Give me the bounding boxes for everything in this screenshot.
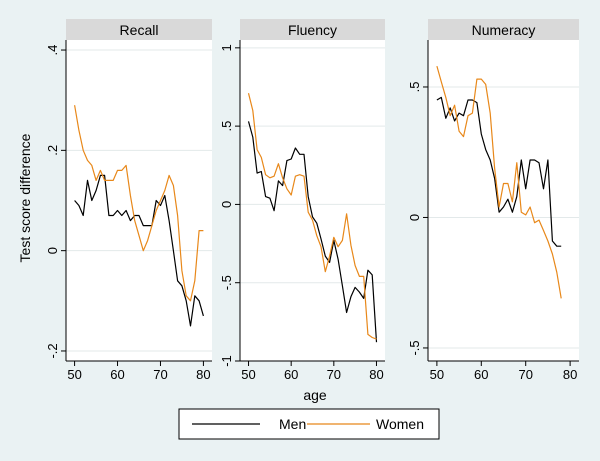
- panel-header-numeracy: [428, 19, 579, 40]
- legend: Men Women: [178, 408, 440, 440]
- x-tick-label: 70: [153, 367, 167, 382]
- panel-recall: Recall -.2 0 .2 .4 50 60 70 80: [45, 19, 212, 382]
- plot-area-numeracy: [428, 40, 579, 361]
- panel-title: Recall: [120, 22, 159, 38]
- panel-numeracy: Numeracy -.5 0 .5 50 60 70 80: [407, 19, 579, 382]
- x-tick-label: 80: [196, 367, 210, 382]
- y-tick-label: 0: [407, 214, 422, 221]
- x-tick-label: 50: [430, 367, 444, 382]
- x-tick-label: 60: [474, 367, 488, 382]
- y-tick-label: 0: [45, 247, 60, 254]
- x-tick-label: 70: [327, 367, 341, 382]
- panel-header-fluency: [240, 19, 385, 40]
- y-axis-title: Test score difference: [17, 133, 33, 262]
- x-tick-label: 60: [284, 367, 298, 382]
- plot-area-recall: [66, 40, 212, 361]
- panel-fluency: Fluency -1 -.5 0 .5 1 50 60 70 80: [219, 19, 385, 382]
- y-tick-label: .5: [219, 121, 234, 132]
- panel-title: Fluency: [288, 22, 337, 38]
- x-tick-label: 50: [241, 367, 255, 382]
- x-tick-label: 80: [563, 367, 577, 382]
- panel-header-recall: [66, 19, 212, 40]
- y-tick-label: 0: [219, 201, 234, 208]
- series-line-men: [247, 121, 378, 343]
- y-tick-label: -.5: [219, 275, 234, 290]
- legend-label-men: Men: [279, 416, 306, 432]
- x-tick-label: 70: [518, 367, 532, 382]
- series-line-men: [74, 174, 204, 327]
- series-line-women: [247, 93, 377, 340]
- x-tick-label: 50: [67, 367, 81, 382]
- plot-area-fluency: [240, 40, 385, 361]
- legend-label-women: Women: [376, 416, 424, 432]
- y-tick-label: .5: [407, 82, 422, 93]
- y-tick-label: .4: [45, 45, 60, 56]
- y-tick-label: .2: [45, 145, 60, 156]
- y-tick-label: 1: [219, 44, 234, 51]
- series-line-women: [74, 105, 204, 302]
- panel-title: Numeracy: [472, 22, 536, 38]
- series-line-men: [436, 96, 562, 247]
- panels: Recall -.2 0 .2 .4 50 60 70 80 Fluency -1 -.5 0 .5 1 50…: [45, 19, 579, 382]
- series-line-women: [436, 65, 562, 299]
- x-axis-title: age: [303, 387, 327, 403]
- y-tick-label: -.5: [407, 340, 422, 355]
- y-tick-label: -1: [219, 355, 234, 367]
- x-tick-label: 80: [369, 367, 383, 382]
- y-tick-label: -.2: [45, 343, 60, 358]
- x-tick-label: 60: [110, 367, 124, 382]
